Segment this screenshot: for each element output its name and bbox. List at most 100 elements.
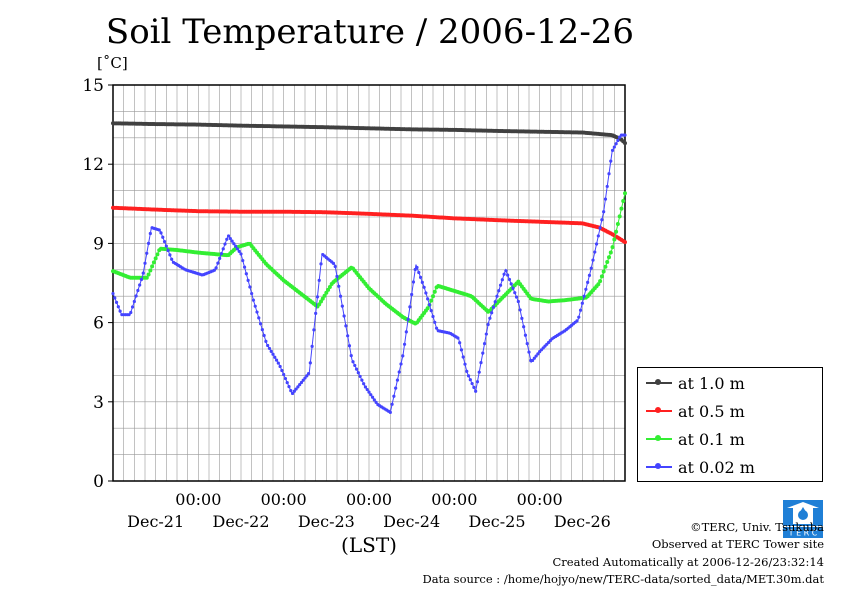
data-point xyxy=(244,272,248,276)
data-point xyxy=(306,372,311,376)
data-point xyxy=(532,356,536,360)
footer-copyright: ©TERC, Univ. Tsukuba xyxy=(690,520,824,534)
data-point xyxy=(605,184,609,189)
data-point xyxy=(408,305,412,309)
data-point xyxy=(536,352,540,356)
data-point xyxy=(534,354,538,358)
data-point xyxy=(594,242,599,246)
data-point xyxy=(337,284,341,288)
data-point xyxy=(402,342,407,346)
data-point xyxy=(255,310,259,314)
data-point xyxy=(248,285,252,289)
data-point xyxy=(587,273,592,277)
data-point xyxy=(586,280,590,284)
data-point xyxy=(593,250,597,254)
data-point xyxy=(143,261,147,265)
data-point xyxy=(294,387,298,391)
data-point xyxy=(504,269,508,273)
data-point xyxy=(358,374,362,379)
data-point xyxy=(607,172,611,176)
data-point xyxy=(431,314,435,319)
data-point xyxy=(420,280,424,284)
series-1 xyxy=(111,205,627,245)
footer-created: Created Automatically at 2006-12-26/23:3… xyxy=(552,555,825,569)
data-point xyxy=(417,270,421,275)
data-point xyxy=(230,239,234,243)
data-point xyxy=(362,382,366,386)
data-point xyxy=(151,260,156,265)
data-point xyxy=(603,264,608,269)
data-point xyxy=(276,361,280,365)
x-tick-date-label: Dec-24 xyxy=(383,512,440,531)
data-point xyxy=(623,240,627,245)
series-0 xyxy=(111,121,627,146)
data-point xyxy=(477,370,481,374)
x-tick-time-label: 00:00 xyxy=(346,490,392,509)
data-point xyxy=(591,258,595,262)
data-point xyxy=(429,298,434,303)
data-point xyxy=(274,358,279,362)
data-point xyxy=(324,290,329,295)
data-point xyxy=(429,308,433,313)
data-point xyxy=(246,278,250,282)
data-point xyxy=(601,269,606,274)
data-point xyxy=(596,234,600,238)
data-point xyxy=(285,380,289,385)
data-point xyxy=(522,325,526,329)
data-point xyxy=(218,256,222,260)
data-point xyxy=(319,299,323,304)
series-2 xyxy=(111,191,627,326)
data-point xyxy=(411,280,416,284)
data-point xyxy=(305,374,309,378)
data-point xyxy=(608,250,613,255)
data-point xyxy=(260,328,264,332)
data-point xyxy=(481,351,485,355)
y-axis-unit-label: [˚C] xyxy=(97,54,128,72)
x-tick-time-label: 00:00 xyxy=(261,490,307,509)
data-point xyxy=(514,295,519,299)
data-point xyxy=(527,350,531,354)
footer-source: Data source : /home/hojyo/new/TERC-data/… xyxy=(422,572,824,586)
x-tick-date-label: Dec-22 xyxy=(212,512,269,531)
data-point xyxy=(397,370,401,374)
data-point xyxy=(159,231,163,235)
data-point xyxy=(320,296,325,301)
data-point xyxy=(113,296,117,300)
data-point xyxy=(395,378,400,382)
data-point xyxy=(271,352,275,356)
data-point xyxy=(340,304,344,308)
data-point xyxy=(470,381,474,386)
data-point xyxy=(237,249,241,253)
data-point xyxy=(319,262,323,266)
data-point xyxy=(424,291,428,295)
data-point xyxy=(228,236,232,241)
data-point xyxy=(459,348,464,352)
data-point xyxy=(530,358,535,363)
data-point xyxy=(267,346,272,351)
y-tick-label: 3 xyxy=(93,393,104,413)
legend-item-05m: at 0.5 m xyxy=(646,400,745,422)
data-point xyxy=(287,385,291,389)
x-tick-date-label: Dec-26 xyxy=(554,512,611,531)
data-point xyxy=(351,360,355,364)
data-point xyxy=(349,354,353,358)
x-tick-date-label: Dec-21 xyxy=(127,512,184,531)
data-point xyxy=(299,380,304,385)
data-point xyxy=(603,197,608,201)
data-point xyxy=(356,371,360,375)
data-point xyxy=(365,387,369,392)
data-point xyxy=(146,241,151,245)
data-point xyxy=(157,228,161,232)
y-tick-label: 6 xyxy=(93,314,104,334)
x-tick-time-label: 00:00 xyxy=(517,490,563,509)
data-point xyxy=(129,310,133,315)
x-tick-date-label: Dec-23 xyxy=(298,512,355,531)
data-point xyxy=(314,311,318,315)
data-point xyxy=(326,287,331,292)
data-point xyxy=(495,294,499,298)
data-point xyxy=(472,385,476,389)
x-tick-date-label: Dec-25 xyxy=(468,512,525,531)
data-point xyxy=(264,339,268,343)
data-point xyxy=(388,410,392,414)
